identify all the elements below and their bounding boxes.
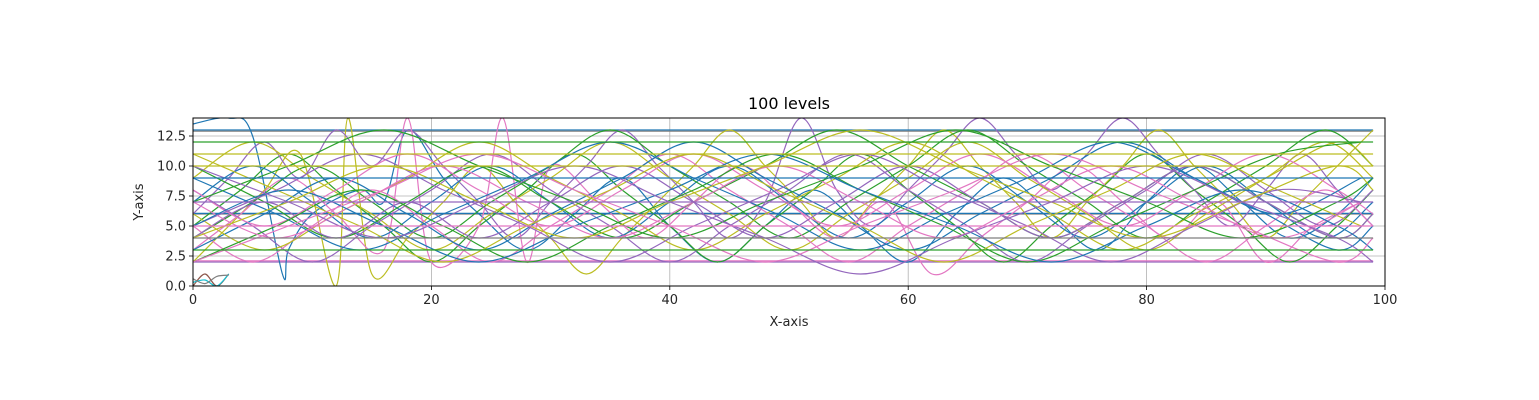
x-tick-label: 20 bbox=[423, 293, 440, 308]
x-tick-label: 0 bbox=[189, 293, 197, 308]
series-line-9 bbox=[193, 118, 1374, 286]
series-line-11 bbox=[193, 118, 1362, 276]
x-tick-label: 80 bbox=[1138, 293, 1155, 308]
series-line-42 bbox=[193, 274, 229, 285]
series-line-28 bbox=[193, 129, 1374, 239]
series-line-31 bbox=[193, 153, 1374, 263]
series-line-19 bbox=[193, 141, 1374, 251]
series-lines bbox=[193, 118, 1374, 286]
y-axis-label: Y-axis bbox=[132, 183, 147, 221]
chart-title: 100 levels bbox=[748, 94, 830, 113]
x-axis-label: X-axis bbox=[770, 315, 809, 330]
x-tick-label: 60 bbox=[900, 293, 917, 308]
x-axis-ticks: 0 20 40 60 80 100 bbox=[189, 286, 1398, 308]
y-axis-ticks: 0.0 2.5 5.0 7.5 10.0 12.5 bbox=[157, 130, 193, 295]
plot-frame bbox=[192, 117, 1386, 287]
series-line-41 bbox=[193, 273, 230, 286]
y-tick-label: 12.5 bbox=[157, 130, 186, 145]
y-tick-label: 7.5 bbox=[165, 190, 186, 205]
series-line-25 bbox=[193, 153, 1362, 263]
x-tick-label: 100 bbox=[1373, 293, 1398, 308]
y-tick-label: 10.0 bbox=[157, 160, 186, 175]
y-tick-label: 2.5 bbox=[165, 250, 186, 265]
series-line-22 bbox=[193, 141, 1362, 251]
y-tick-label: 5.0 bbox=[165, 220, 186, 235]
series-line-10 bbox=[193, 118, 1374, 239]
series-line-27 bbox=[193, 153, 1374, 263]
x-tick-label: 40 bbox=[662, 293, 679, 308]
y-tick-label: 0.0 bbox=[165, 280, 186, 295]
